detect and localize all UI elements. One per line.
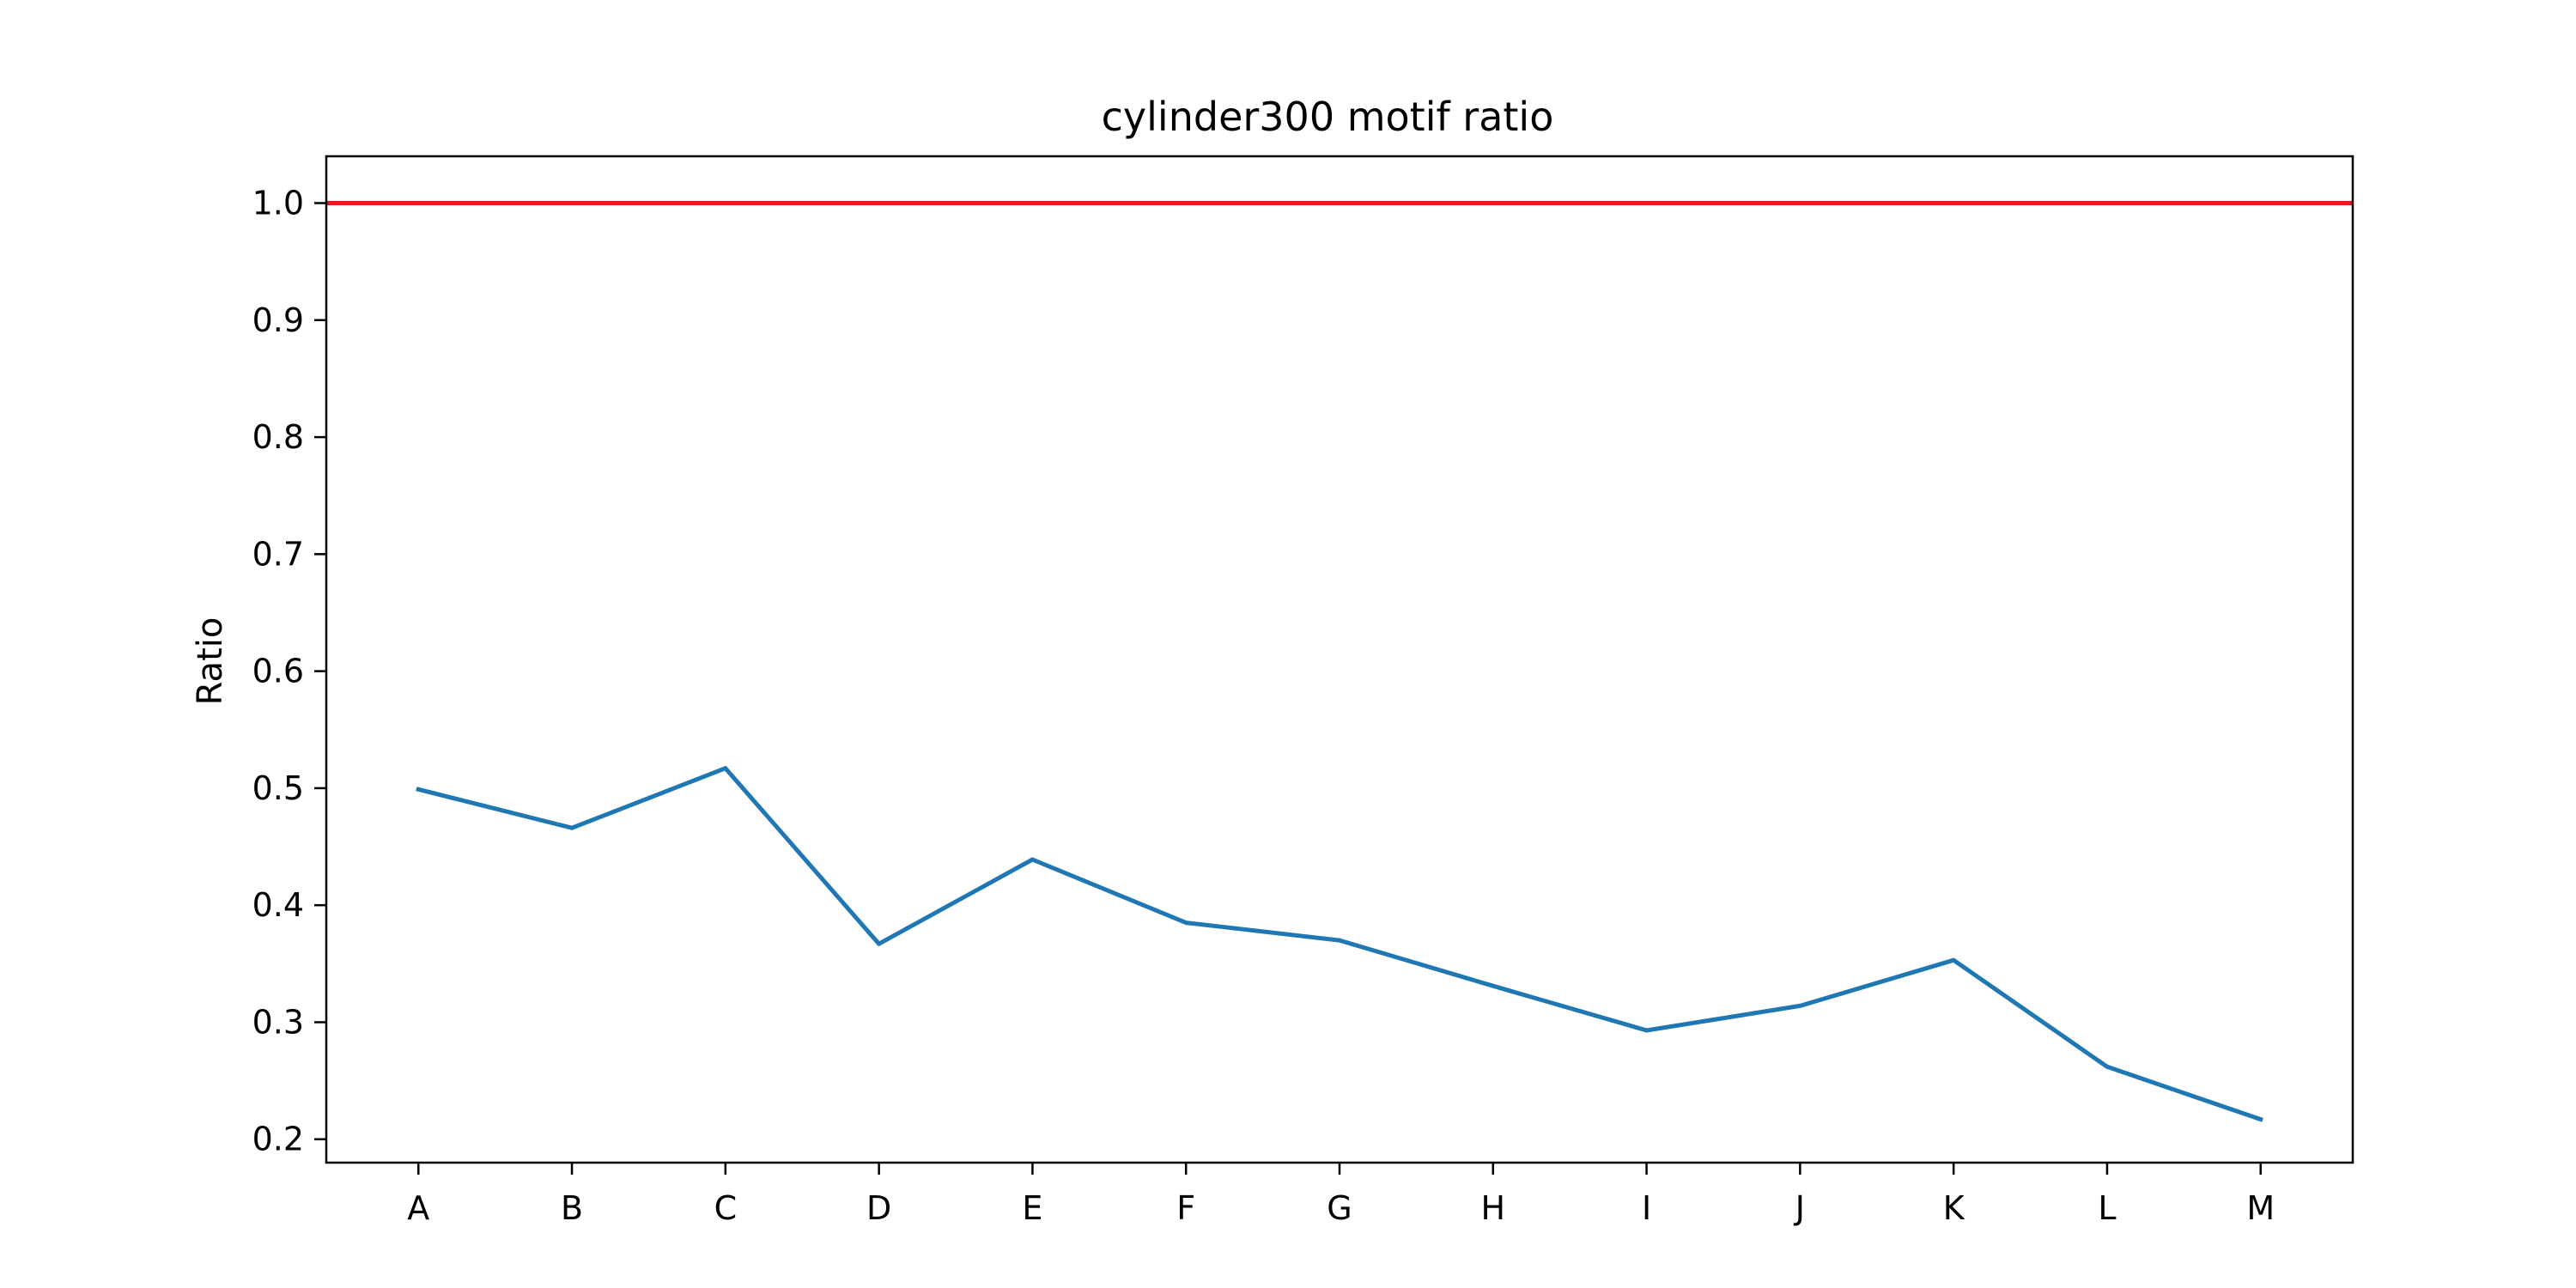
y-tick-label: 0.7 (252, 535, 304, 573)
x-tick-label-K: K (1943, 1189, 1965, 1227)
x-tick-label-L: L (2098, 1189, 2116, 1227)
x-tick-label-B: B (561, 1189, 583, 1227)
data-point-M (2258, 1117, 2263, 1122)
data-point-E (1030, 857, 1035, 862)
y-axis-title: Ratio (191, 617, 230, 706)
y-tick-label: 0.9 (252, 301, 304, 339)
plot-area: 0.2 0.3 0.4 0.5 0.6 0.7 0.8 0.9 1.0 A B C D E F G H I J K L M (252, 155, 2354, 1227)
x-tick-label-A: A (407, 1189, 429, 1227)
data-point-C (723, 766, 728, 771)
y-tick-label: 0.2 (252, 1121, 304, 1158)
data-point-A (416, 787, 421, 792)
y-tick-label: 0.6 (252, 653, 304, 690)
data-point-K (1951, 957, 1956, 963)
axes-frame (325, 155, 2354, 1164)
x-tick-label-I: I (1642, 1189, 1651, 1227)
x-tick-label-F: F (1176, 1189, 1195, 1227)
x-tick-label-E: E (1022, 1189, 1042, 1227)
data-point-J (1797, 1003, 1802, 1008)
data-point-H (1491, 983, 1496, 988)
data-point-F (1183, 920, 1188, 926)
y-tick-label: 0.8 (252, 418, 304, 456)
x-tick-label-C: C (714, 1189, 738, 1227)
x-tick-label-J: J (1794, 1189, 1805, 1227)
y-tick-label: 1.0 (252, 185, 304, 222)
data-point-G (1337, 938, 1342, 943)
data-point-L (2105, 1064, 2110, 1069)
x-tick-label-G: G (1327, 1189, 1352, 1227)
data-point-D (877, 941, 882, 946)
x-tick-label-H: H (1480, 1189, 1505, 1227)
x-tick-label-D: D (866, 1189, 891, 1227)
data-point-I (1644, 1028, 1649, 1033)
x-tick-label-M: M (2246, 1189, 2275, 1227)
y-tick-label: 0.3 (252, 1003, 304, 1041)
y-tick-label: 0.4 (252, 886, 304, 924)
y-tick-label: 0.5 (252, 769, 304, 807)
chart-title: cylinder300 motif ratio (1102, 94, 1554, 140)
data-point-B (569, 825, 574, 830)
series-line-0 (416, 766, 2263, 1122)
